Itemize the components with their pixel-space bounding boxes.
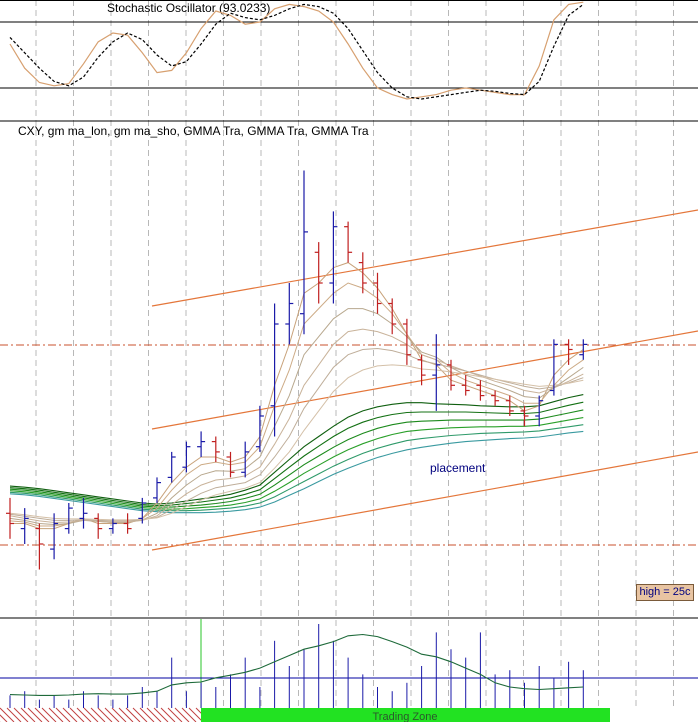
price-bar [108,518,117,534]
price-bar [535,395,544,427]
volume-panel: Trading Zone [0,619,698,722]
price-bar [182,441,191,473]
channel-middle-line [151,330,698,430]
high-badge: high = 25c [636,584,694,601]
ema-long-4 [9,424,584,512]
price-bar [373,272,382,314]
price-bar [211,436,220,463]
ema-long-5 [9,430,584,514]
hatch-line [132,707,148,722]
volume-average-line [9,633,584,696]
hatch-line [34,707,50,722]
price-bar [6,497,14,539]
price-bar [491,390,500,406]
price-bar [79,497,88,529]
price-bar [285,283,294,345]
price-bar [314,242,323,304]
price-bar [138,497,147,524]
hatch-line [125,707,141,722]
trading-zone-label: Trading Zone [372,711,437,722]
price-bar [564,339,573,365]
hatch-line [20,707,36,722]
hatch-line [41,707,57,722]
price-bar [226,451,235,478]
price-bar [329,211,338,304]
price-bar [20,508,29,544]
price-bar [549,339,558,396]
hatch-line [27,707,43,722]
price-bar [344,221,353,263]
price-bar [197,431,206,457]
channel-lower-line [151,451,698,551]
price-bar [123,513,132,534]
hatch-line [160,707,176,722]
ema-long-2 [9,409,584,508]
hatch-line [90,707,106,722]
price-bar [476,380,485,401]
price-bar [461,375,470,396]
hatch-line [0,714,8,722]
price-bar [241,441,250,478]
ema-short-4 [9,347,584,522]
price-bar [270,303,279,437]
hatch-line [48,707,64,722]
hatch-line [97,707,113,722]
stoch-title: Stochastic Oscillator (93.0233) [107,1,270,15]
price-bar [94,513,103,539]
hatch-line [13,707,29,722]
hatch-line [167,707,183,722]
channel-upper-line [151,209,698,307]
price-bar [520,405,529,427]
price-bar [447,359,455,391]
ema-long-0 [9,394,584,505]
ema-short-3 [9,328,584,524]
price-bar [64,503,73,534]
hatch-line [83,707,99,722]
price-bar [417,354,426,386]
hatch-line [146,707,162,722]
price-bar [167,451,176,483]
price-bar [579,339,588,360]
ema-short-5 [9,364,584,521]
price-bar [505,395,514,416]
vertical-grid [35,0,674,708]
hatch-line [55,707,71,722]
hatch-line [174,707,190,722]
hatch-line [104,707,120,722]
price-bar [153,477,161,503]
hatch-line [6,707,22,722]
stochastic-panel: Stochastic Oscillator (93.0233) [0,1,698,100]
stochastic-series-1 [9,3,584,100]
hatch-line [111,707,127,722]
hatch-line [69,707,85,722]
hatch-line [139,707,155,722]
price-bar [35,523,44,570]
hatch-line [181,707,197,722]
stochastic-series-0 [9,1,584,100]
price-title: CXY, gm ma_lon, gm ma_sho, GMMA Tra, GMM… [18,124,369,138]
price-panel: CXY, gm ma_lon, gm ma_sho, GMMA Tra, GMM… [0,124,698,570]
price-bar [402,318,411,365]
trading-zone-bar [201,708,610,722]
placement-label: placement [430,461,486,475]
hatch-line [76,707,92,722]
hatched-zone [0,707,211,722]
price-bar [300,170,308,335]
price-bar [432,334,441,411]
hatch-line [0,707,15,722]
hatch-line [62,707,78,722]
hatch-line [188,707,204,722]
price-bar [255,405,264,452]
ema-long-3 [9,417,584,510]
hatch-line [153,707,169,722]
ema-short-0 [10,262,584,530]
price-bar [358,252,367,294]
price-bar [388,298,397,335]
ema-long-1 [9,401,584,507]
hatch-line [118,707,134,722]
price-bar [50,513,59,560]
